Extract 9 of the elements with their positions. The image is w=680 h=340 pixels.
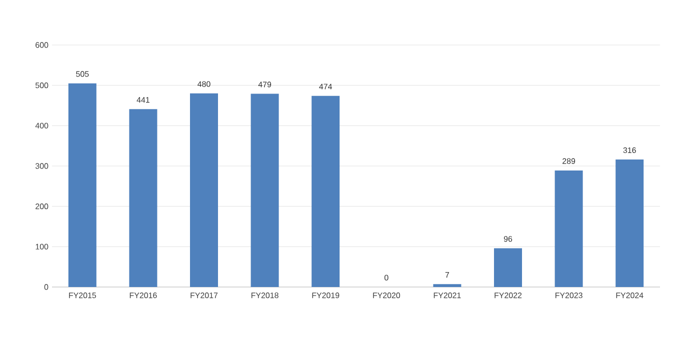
bar (494, 248, 522, 287)
bar (312, 96, 340, 287)
bar (250, 94, 279, 287)
bar (129, 109, 158, 287)
bar (433, 284, 462, 287)
bar (190, 93, 218, 287)
bar (554, 170, 583, 287)
bar (616, 160, 644, 287)
bar (68, 83, 96, 287)
